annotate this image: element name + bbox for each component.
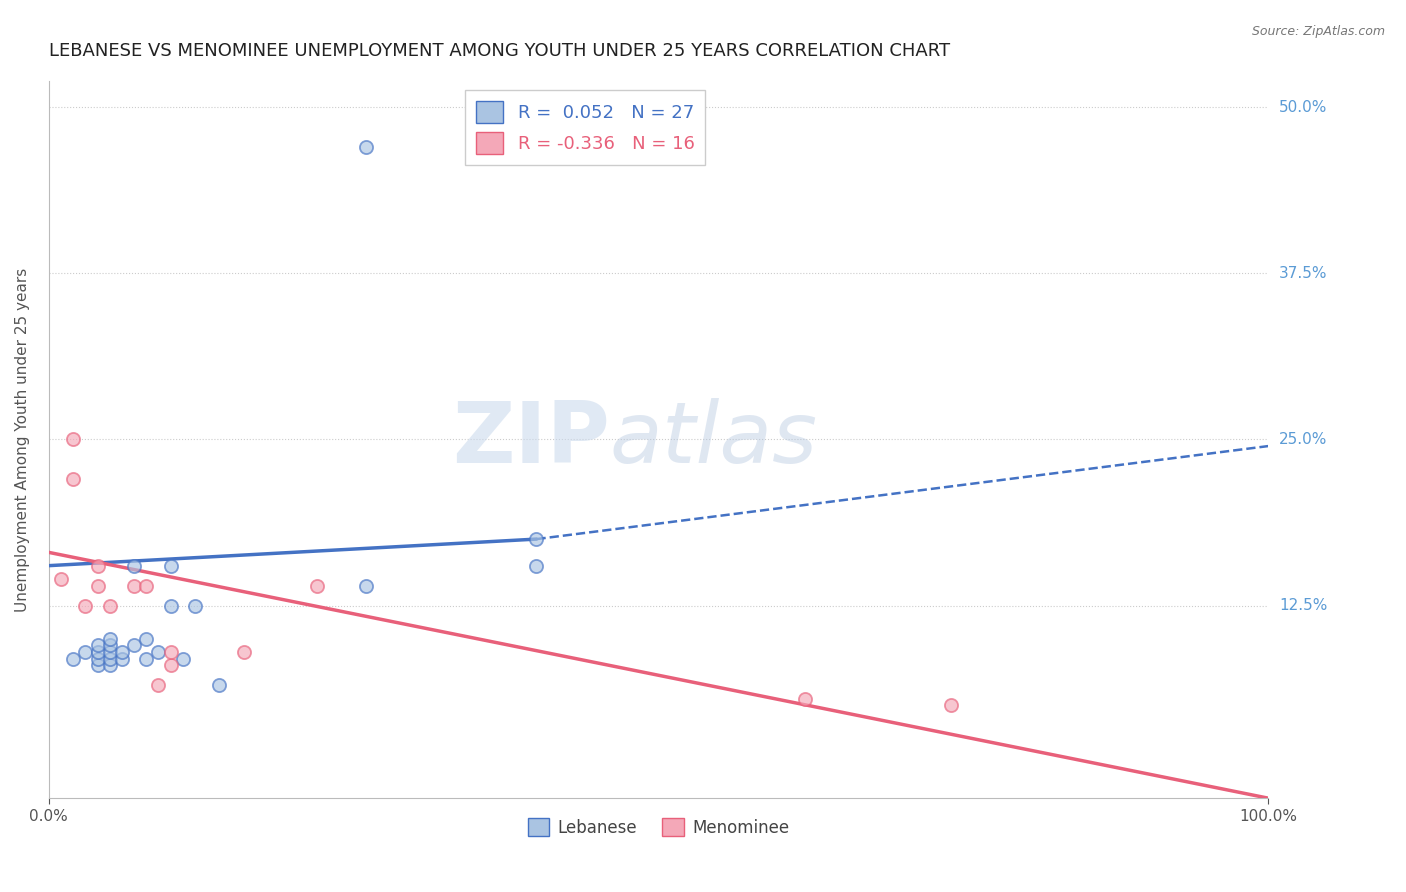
Point — [98, 599, 121, 613]
Text: Source: ZipAtlas.com: Source: ZipAtlas.com — [1251, 25, 1385, 38]
Point — [232, 645, 254, 659]
Point — [86, 651, 108, 665]
Point — [135, 632, 157, 646]
Text: 50.0%: 50.0% — [1279, 100, 1327, 115]
Point — [159, 558, 181, 573]
Point — [98, 632, 121, 646]
Point — [122, 558, 145, 573]
Point — [135, 578, 157, 592]
Point — [62, 472, 84, 486]
Point — [86, 639, 108, 653]
Point — [98, 645, 121, 659]
Point — [135, 651, 157, 665]
Point — [86, 645, 108, 659]
Point — [793, 691, 815, 706]
Point — [172, 651, 194, 665]
Point — [526, 532, 548, 546]
Point — [98, 651, 121, 665]
Point — [208, 678, 231, 692]
Point — [354, 140, 377, 154]
Point — [111, 651, 134, 665]
Point — [159, 645, 181, 659]
Point — [939, 698, 962, 713]
Point — [148, 678, 170, 692]
Y-axis label: Unemployment Among Youth under 25 years: Unemployment Among Youth under 25 years — [15, 268, 30, 612]
Point — [148, 645, 170, 659]
Point — [49, 572, 72, 586]
Point — [86, 658, 108, 673]
Point — [354, 578, 377, 592]
Point — [122, 578, 145, 592]
Point — [62, 651, 84, 665]
Point — [305, 578, 328, 592]
Point — [159, 599, 181, 613]
Point — [111, 645, 134, 659]
Point — [75, 645, 97, 659]
Text: 12.5%: 12.5% — [1279, 598, 1327, 613]
Point — [526, 558, 548, 573]
Text: atlas: atlas — [610, 398, 818, 481]
Point — [62, 433, 84, 447]
Legend: Lebanese, Menominee: Lebanese, Menominee — [520, 812, 796, 844]
Point — [184, 599, 207, 613]
Point — [75, 599, 97, 613]
Point — [86, 578, 108, 592]
Text: 25.0%: 25.0% — [1279, 432, 1327, 447]
Point — [159, 658, 181, 673]
Point — [122, 639, 145, 653]
Text: LEBANESE VS MENOMINEE UNEMPLOYMENT AMONG YOUTH UNDER 25 YEARS CORRELATION CHART: LEBANESE VS MENOMINEE UNEMPLOYMENT AMONG… — [49, 42, 950, 60]
Point — [98, 639, 121, 653]
Point — [86, 558, 108, 573]
Text: ZIP: ZIP — [451, 398, 610, 481]
Text: 37.5%: 37.5% — [1279, 266, 1327, 281]
Point — [98, 658, 121, 673]
